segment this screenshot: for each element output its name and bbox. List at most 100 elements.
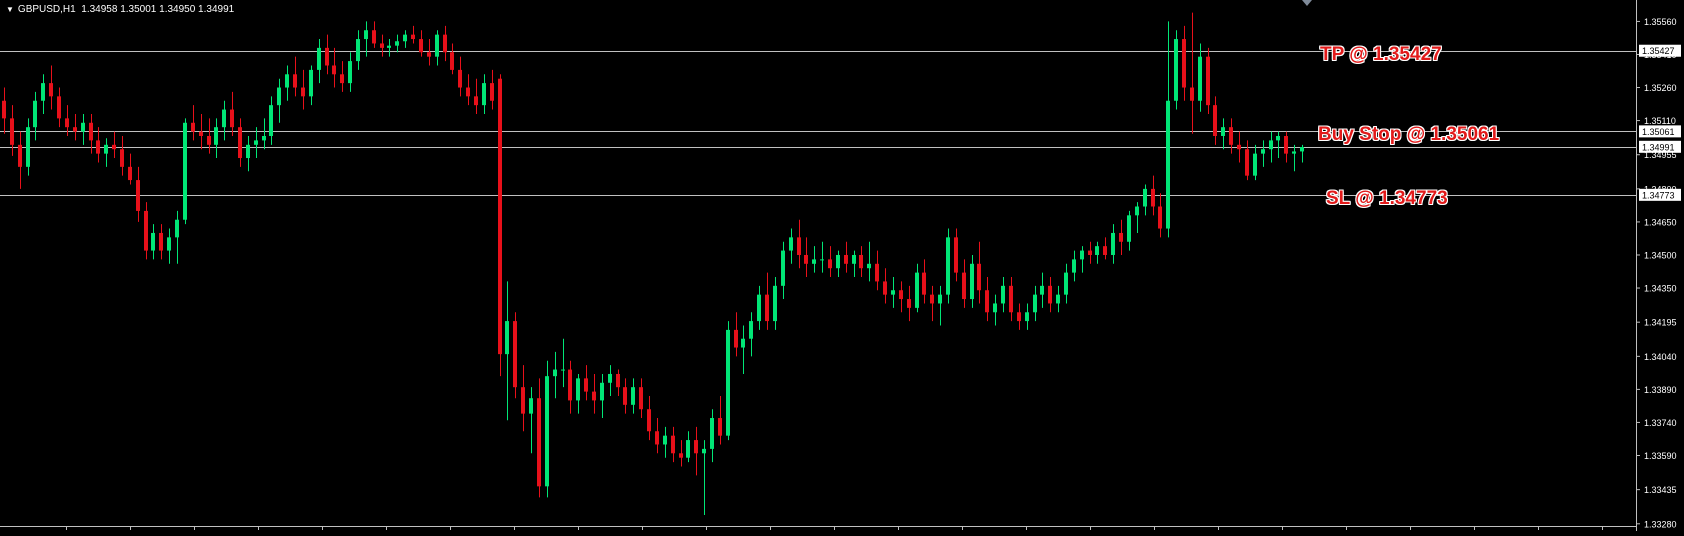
candle-body bbox=[679, 453, 683, 458]
candle bbox=[844, 241, 848, 273]
candle bbox=[482, 74, 486, 114]
candle-body bbox=[867, 263, 871, 269]
candle bbox=[222, 100, 226, 141]
candle-body bbox=[757, 294, 761, 322]
candle bbox=[214, 118, 218, 159]
candle-body bbox=[930, 294, 934, 304]
candle bbox=[450, 43, 454, 75]
candle bbox=[1300, 144, 1304, 163]
candle bbox=[411, 25, 415, 44]
candle bbox=[1174, 30, 1178, 110]
candle-body bbox=[498, 78, 502, 355]
candle bbox=[1151, 175, 1155, 216]
candle bbox=[734, 312, 738, 357]
candle-body bbox=[1151, 188, 1155, 207]
candle bbox=[1245, 140, 1249, 181]
price-tick-label: 1.33435 bbox=[1644, 485, 1677, 495]
candle bbox=[537, 378, 541, 498]
candle bbox=[1025, 303, 1029, 330]
candle bbox=[899, 281, 903, 313]
candle-body bbox=[262, 136, 266, 141]
candle-body bbox=[301, 87, 305, 97]
dropdown-triangle-icon[interactable]: ▼ bbox=[6, 5, 14, 14]
candle bbox=[301, 69, 305, 110]
candle-body bbox=[915, 272, 919, 308]
candle-body bbox=[490, 83, 494, 101]
price-tick-label: 1.34955 bbox=[1644, 150, 1677, 160]
candle-body bbox=[238, 127, 242, 159]
candle-body bbox=[985, 290, 989, 313]
level-price-box-bg bbox=[1639, 125, 1681, 138]
candle-body bbox=[466, 87, 470, 97]
candle-body bbox=[395, 41, 399, 46]
candle-body bbox=[214, 127, 218, 145]
candle bbox=[616, 369, 620, 396]
ohlc-values: 1.34958 1.35001 1.34950 1.34991 bbox=[81, 4, 235, 15]
candle-body bbox=[1198, 56, 1202, 101]
candle bbox=[757, 285, 761, 330]
level-price-box-label: 1.34991 bbox=[1642, 142, 1675, 152]
candle-body bbox=[1221, 127, 1225, 136]
candle-body bbox=[380, 43, 384, 48]
candle-body bbox=[246, 144, 250, 159]
candle-body bbox=[812, 259, 816, 264]
candle bbox=[545, 360, 549, 498]
candle-body bbox=[482, 83, 486, 106]
candle-body bbox=[694, 440, 698, 454]
candle-body bbox=[1174, 39, 1178, 101]
candle-body bbox=[639, 387, 643, 410]
candle-body bbox=[741, 338, 745, 348]
candle-body bbox=[686, 440, 690, 458]
candle-body bbox=[797, 237, 801, 255]
candle-body bbox=[993, 303, 997, 313]
candle bbox=[1095, 241, 1099, 264]
candle-body bbox=[726, 329, 730, 436]
candle-body bbox=[820, 259, 824, 261]
price-tick-label: 1.33740 bbox=[1644, 418, 1677, 428]
candle bbox=[89, 113, 93, 154]
candle bbox=[655, 418, 659, 454]
candle bbox=[387, 39, 391, 57]
candle bbox=[73, 113, 77, 141]
candle bbox=[513, 312, 517, 399]
candle-body bbox=[277, 87, 281, 106]
candle-body bbox=[899, 290, 903, 300]
candle-body bbox=[254, 140, 258, 145]
candle-body bbox=[151, 232, 155, 251]
candle bbox=[1198, 43, 1202, 112]
candle-body bbox=[553, 369, 557, 377]
candle-body bbox=[159, 232, 163, 251]
candle-body bbox=[576, 378, 580, 401]
candle bbox=[718, 396, 722, 445]
candle-body bbox=[804, 254, 808, 264]
candle-body bbox=[317, 47, 321, 70]
candle bbox=[380, 34, 384, 57]
candle-body bbox=[505, 321, 509, 355]
candle-body bbox=[144, 210, 148, 251]
candle-body bbox=[1025, 312, 1029, 322]
candle bbox=[568, 360, 572, 414]
candle-body bbox=[18, 144, 22, 167]
candle bbox=[427, 39, 431, 66]
candle-body bbox=[372, 30, 376, 44]
candle bbox=[836, 250, 840, 278]
candle-body bbox=[33, 100, 37, 128]
candle-body bbox=[1292, 151, 1296, 154]
candle bbox=[277, 78, 281, 123]
candle-body bbox=[411, 34, 415, 40]
candle bbox=[907, 285, 911, 322]
candle-body bbox=[922, 272, 926, 295]
candle-body bbox=[222, 109, 226, 128]
symbol-header[interactable]: ▼ GBPUSD,H1 1.34958 1.35001 1.34950 1.349… bbox=[6, 4, 234, 15]
candle-body bbox=[41, 83, 45, 101]
candle bbox=[458, 56, 462, 97]
candle bbox=[1253, 144, 1257, 181]
candle-body bbox=[1143, 188, 1147, 207]
candle-body bbox=[663, 435, 667, 445]
candle-body bbox=[207, 136, 211, 145]
price-tick-label: 1.34650 bbox=[1644, 217, 1677, 227]
candle bbox=[1206, 47, 1210, 114]
candle bbox=[1237, 131, 1241, 163]
